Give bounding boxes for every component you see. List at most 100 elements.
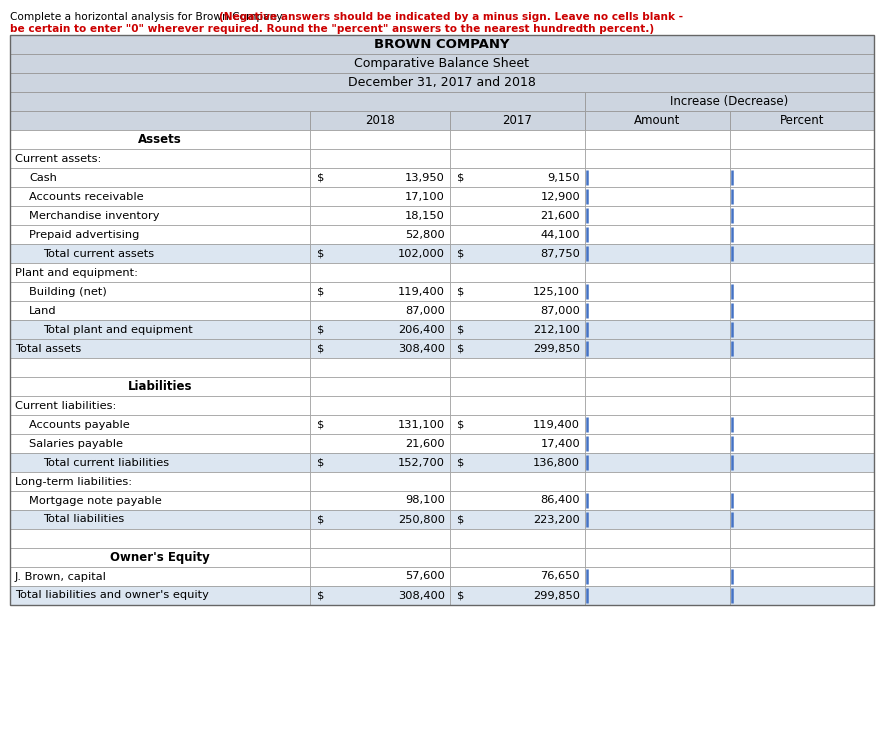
Text: Accounts payable: Accounts payable: [29, 420, 130, 429]
Text: 223,200: 223,200: [533, 515, 580, 524]
Bar: [585, 548, 730, 567]
Text: 18,150: 18,150: [405, 210, 445, 221]
Bar: [10, 73, 874, 92]
Bar: [10, 244, 310, 263]
Bar: [730, 548, 874, 567]
Text: $: $: [317, 325, 324, 334]
Text: 308,400: 308,400: [398, 343, 445, 354]
Text: $: $: [317, 248, 324, 259]
Bar: [10, 130, 310, 149]
Bar: [730, 263, 874, 282]
Bar: [10, 92, 585, 111]
Bar: [585, 301, 730, 320]
Bar: [730, 168, 874, 187]
Bar: [585, 168, 730, 187]
Bar: [310, 377, 450, 396]
Text: 87,000: 87,000: [540, 305, 580, 316]
Bar: [585, 187, 730, 206]
Bar: [730, 472, 874, 491]
Bar: [10, 54, 874, 73]
Text: 17,100: 17,100: [405, 191, 445, 201]
Bar: [310, 149, 450, 168]
Text: 119,400: 119,400: [398, 286, 445, 296]
Bar: [10, 301, 310, 320]
Bar: [450, 491, 585, 510]
Bar: [10, 548, 310, 567]
Text: $: $: [457, 248, 464, 259]
Text: 2017: 2017: [503, 114, 532, 127]
Text: 13,950: 13,950: [405, 173, 445, 183]
Bar: [585, 282, 730, 301]
Bar: [585, 415, 730, 434]
Bar: [310, 130, 450, 149]
Bar: [450, 453, 585, 472]
Text: 299,850: 299,850: [533, 343, 580, 354]
Bar: [10, 282, 310, 301]
Bar: [450, 396, 585, 415]
Bar: [450, 529, 585, 548]
Text: Mortgage note payable: Mortgage note payable: [29, 495, 162, 506]
Bar: [310, 339, 450, 358]
Bar: [730, 206, 874, 225]
Bar: [585, 377, 730, 396]
Bar: [730, 510, 874, 529]
Text: 12,900: 12,900: [540, 191, 580, 201]
Bar: [450, 377, 585, 396]
Text: $: $: [457, 515, 464, 524]
Bar: [310, 225, 450, 244]
Bar: [10, 111, 310, 130]
Bar: [10, 35, 874, 605]
Bar: [730, 187, 874, 206]
Bar: [310, 282, 450, 301]
Bar: [10, 491, 310, 510]
Bar: [310, 320, 450, 339]
Bar: [730, 491, 874, 510]
Text: 308,400: 308,400: [398, 590, 445, 601]
Text: 131,100: 131,100: [398, 420, 445, 429]
Text: $: $: [317, 590, 324, 601]
Text: $: $: [317, 343, 324, 354]
Bar: [450, 111, 585, 130]
Text: $: $: [317, 458, 324, 468]
Bar: [730, 396, 874, 415]
Bar: [10, 149, 310, 168]
Bar: [585, 358, 730, 377]
Bar: [10, 206, 310, 225]
Bar: [310, 358, 450, 377]
Bar: [310, 206, 450, 225]
Bar: [730, 529, 874, 548]
Bar: [310, 529, 450, 548]
Bar: [730, 567, 874, 586]
Bar: [730, 377, 874, 396]
Text: Cash: Cash: [29, 173, 57, 183]
Text: 21,600: 21,600: [406, 438, 445, 449]
Text: 102,000: 102,000: [398, 248, 445, 259]
Bar: [730, 339, 874, 358]
Bar: [310, 396, 450, 415]
Bar: [585, 244, 730, 263]
Bar: [310, 111, 450, 130]
Bar: [585, 586, 730, 605]
Bar: [730, 111, 874, 130]
Text: 87,750: 87,750: [540, 248, 580, 259]
Text: 9,150: 9,150: [547, 173, 580, 183]
Bar: [730, 244, 874, 263]
Text: Assets: Assets: [138, 133, 182, 146]
Bar: [310, 244, 450, 263]
Text: 250,800: 250,800: [398, 515, 445, 524]
Bar: [450, 434, 585, 453]
Text: Long-term liabilities:: Long-term liabilities:: [15, 476, 132, 486]
Bar: [730, 282, 874, 301]
Text: BROWN COMPANY: BROWN COMPANY: [374, 38, 510, 51]
Text: $: $: [457, 590, 464, 601]
Text: 152,700: 152,700: [398, 458, 445, 468]
Bar: [585, 320, 730, 339]
Text: $: $: [317, 286, 324, 296]
Text: 21,600: 21,600: [540, 210, 580, 221]
Text: Accounts receivable: Accounts receivable: [29, 191, 143, 201]
Bar: [450, 301, 585, 320]
Text: 76,650: 76,650: [540, 571, 580, 581]
Text: Increase (Decrease): Increase (Decrease): [670, 95, 789, 108]
Bar: [310, 586, 450, 605]
Bar: [10, 35, 874, 54]
